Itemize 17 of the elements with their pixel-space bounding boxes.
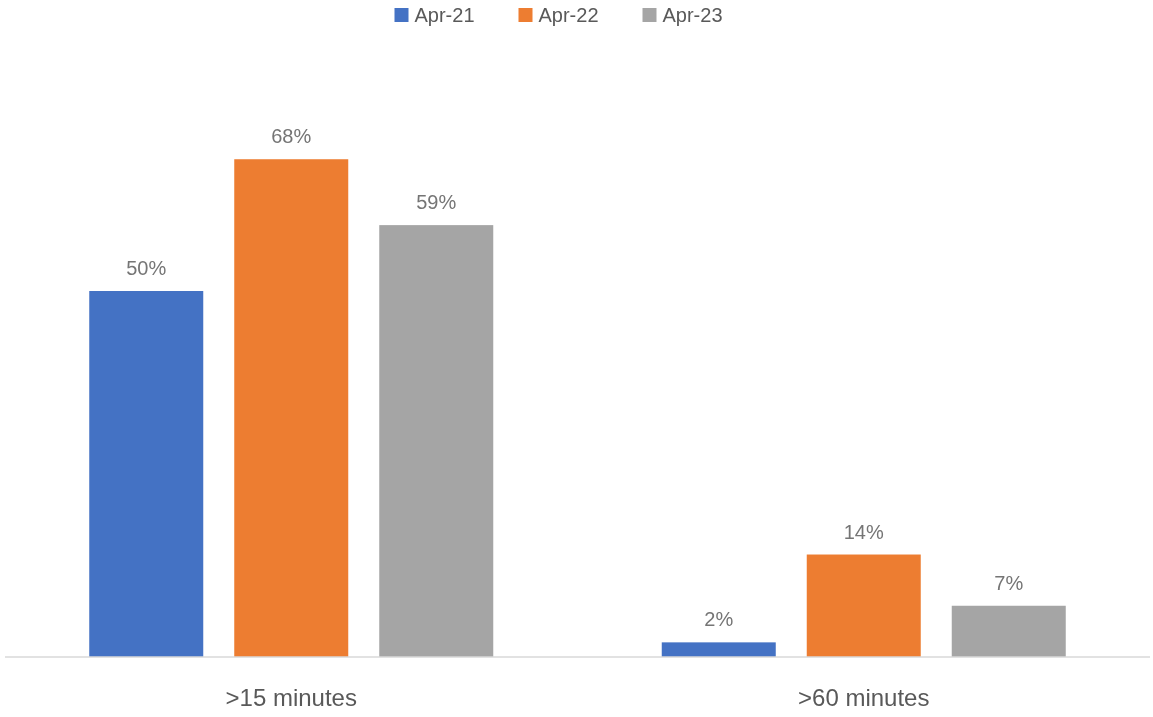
bar — [806, 554, 921, 657]
data-label: 2% — [704, 608, 734, 631]
data-label: 14% — [843, 520, 884, 543]
data-label: 68% — [271, 125, 312, 148]
data-label: 7% — [994, 571, 1024, 594]
bar — [234, 159, 349, 657]
bar — [89, 291, 204, 657]
bar — [661, 642, 776, 657]
legend-label: Apr-22 — [538, 4, 599, 26]
bar — [379, 225, 494, 657]
bar — [951, 605, 1066, 657]
x-tick-label: >15 minutes — [225, 684, 357, 711]
legend-label: Apr-21 — [414, 4, 475, 26]
x-tick-label: >60 minutes — [798, 684, 930, 711]
data-label: 50% — [126, 257, 167, 279]
legend-label: Apr-23 — [662, 4, 723, 26]
data-label: 59% — [416, 191, 457, 214]
